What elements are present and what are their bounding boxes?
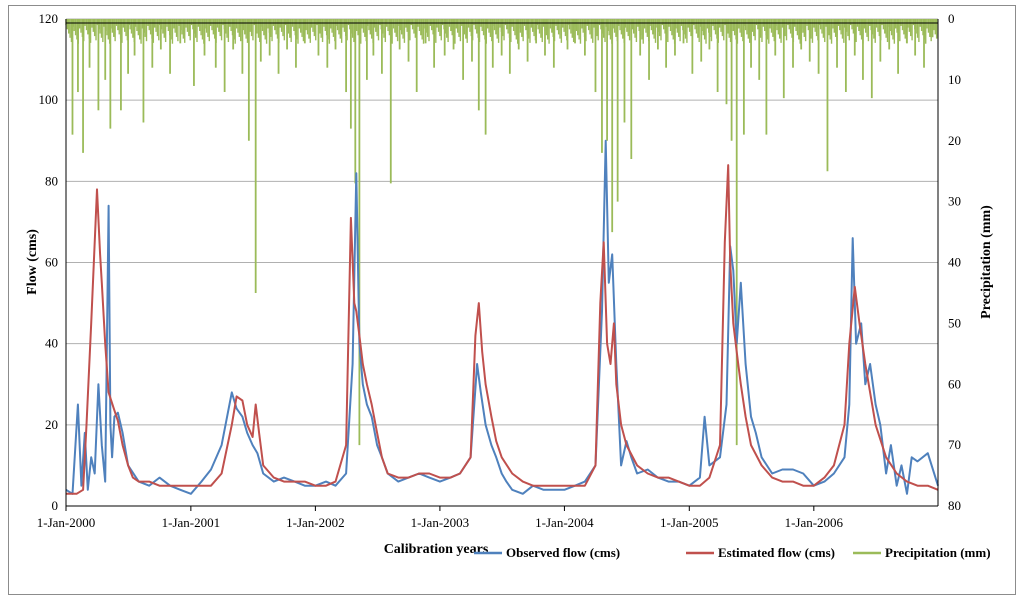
y2-tick-label: 0 [948, 11, 955, 26]
x-tick-label: 1-Jan-2006 [785, 515, 844, 530]
x-tick-label: 1-Jan-2000 [37, 515, 96, 530]
y-tick-label: 80 [45, 173, 58, 188]
y2-tick-label: 30 [948, 194, 961, 209]
chart-frame [8, 5, 1016, 595]
grid-lines [66, 18, 938, 507]
legend-label: Estimated flow (cms) [718, 545, 835, 560]
y-tick-label: 0 [52, 498, 59, 513]
x-tick-label: 1-Jan-2001 [162, 515, 221, 530]
y-tick-label: 60 [45, 255, 58, 270]
observed-flow-line [65, 139, 939, 495]
axes: 0 20 40 60 80 100 120 0 10 20 30 40 50 60 70 80 1-Jan-20… [37, 11, 961, 530]
flow-lines [65, 139, 939, 495]
legend: Observed flow (cms) Estimated flow (cms) P… [474, 545, 991, 560]
y-tick-label: 20 [45, 417, 58, 432]
y2-tick-label: 70 [948, 437, 961, 452]
legend-label: Precipitation (mm) [885, 545, 991, 560]
y2-tick-label: 60 [948, 376, 961, 391]
y-tick-label: 40 [45, 336, 58, 351]
y2-tick-label: 50 [948, 315, 961, 330]
y-axis-title: Flow (cms) [25, 229, 40, 295]
y2-axis-title: Precipitation (mm) [979, 205, 994, 319]
y2-tick-label: 80 [948, 498, 961, 513]
x-tick-label: 1-Jan-2003 [411, 515, 470, 530]
estimated-flow-line [66, 164, 939, 495]
y2-tick-label: 20 [948, 133, 961, 148]
x-tick-label: 1-Jan-2002 [286, 515, 345, 530]
legend-label: Observed flow (cms) [506, 545, 620, 560]
x-tick-label: 1-Jan-2005 [660, 515, 719, 530]
y-tick-label: 100 [39, 92, 59, 107]
x-axis-title: Calibration years [384, 542, 489, 557]
precipitation-bars [65, 19, 938, 446]
y2-tick-label: 10 [948, 72, 961, 87]
y2-tick-label: 40 [948, 255, 961, 270]
x-tick-label: 1-Jan-2004 [535, 515, 594, 530]
y-tick-label: 120 [39, 11, 59, 26]
